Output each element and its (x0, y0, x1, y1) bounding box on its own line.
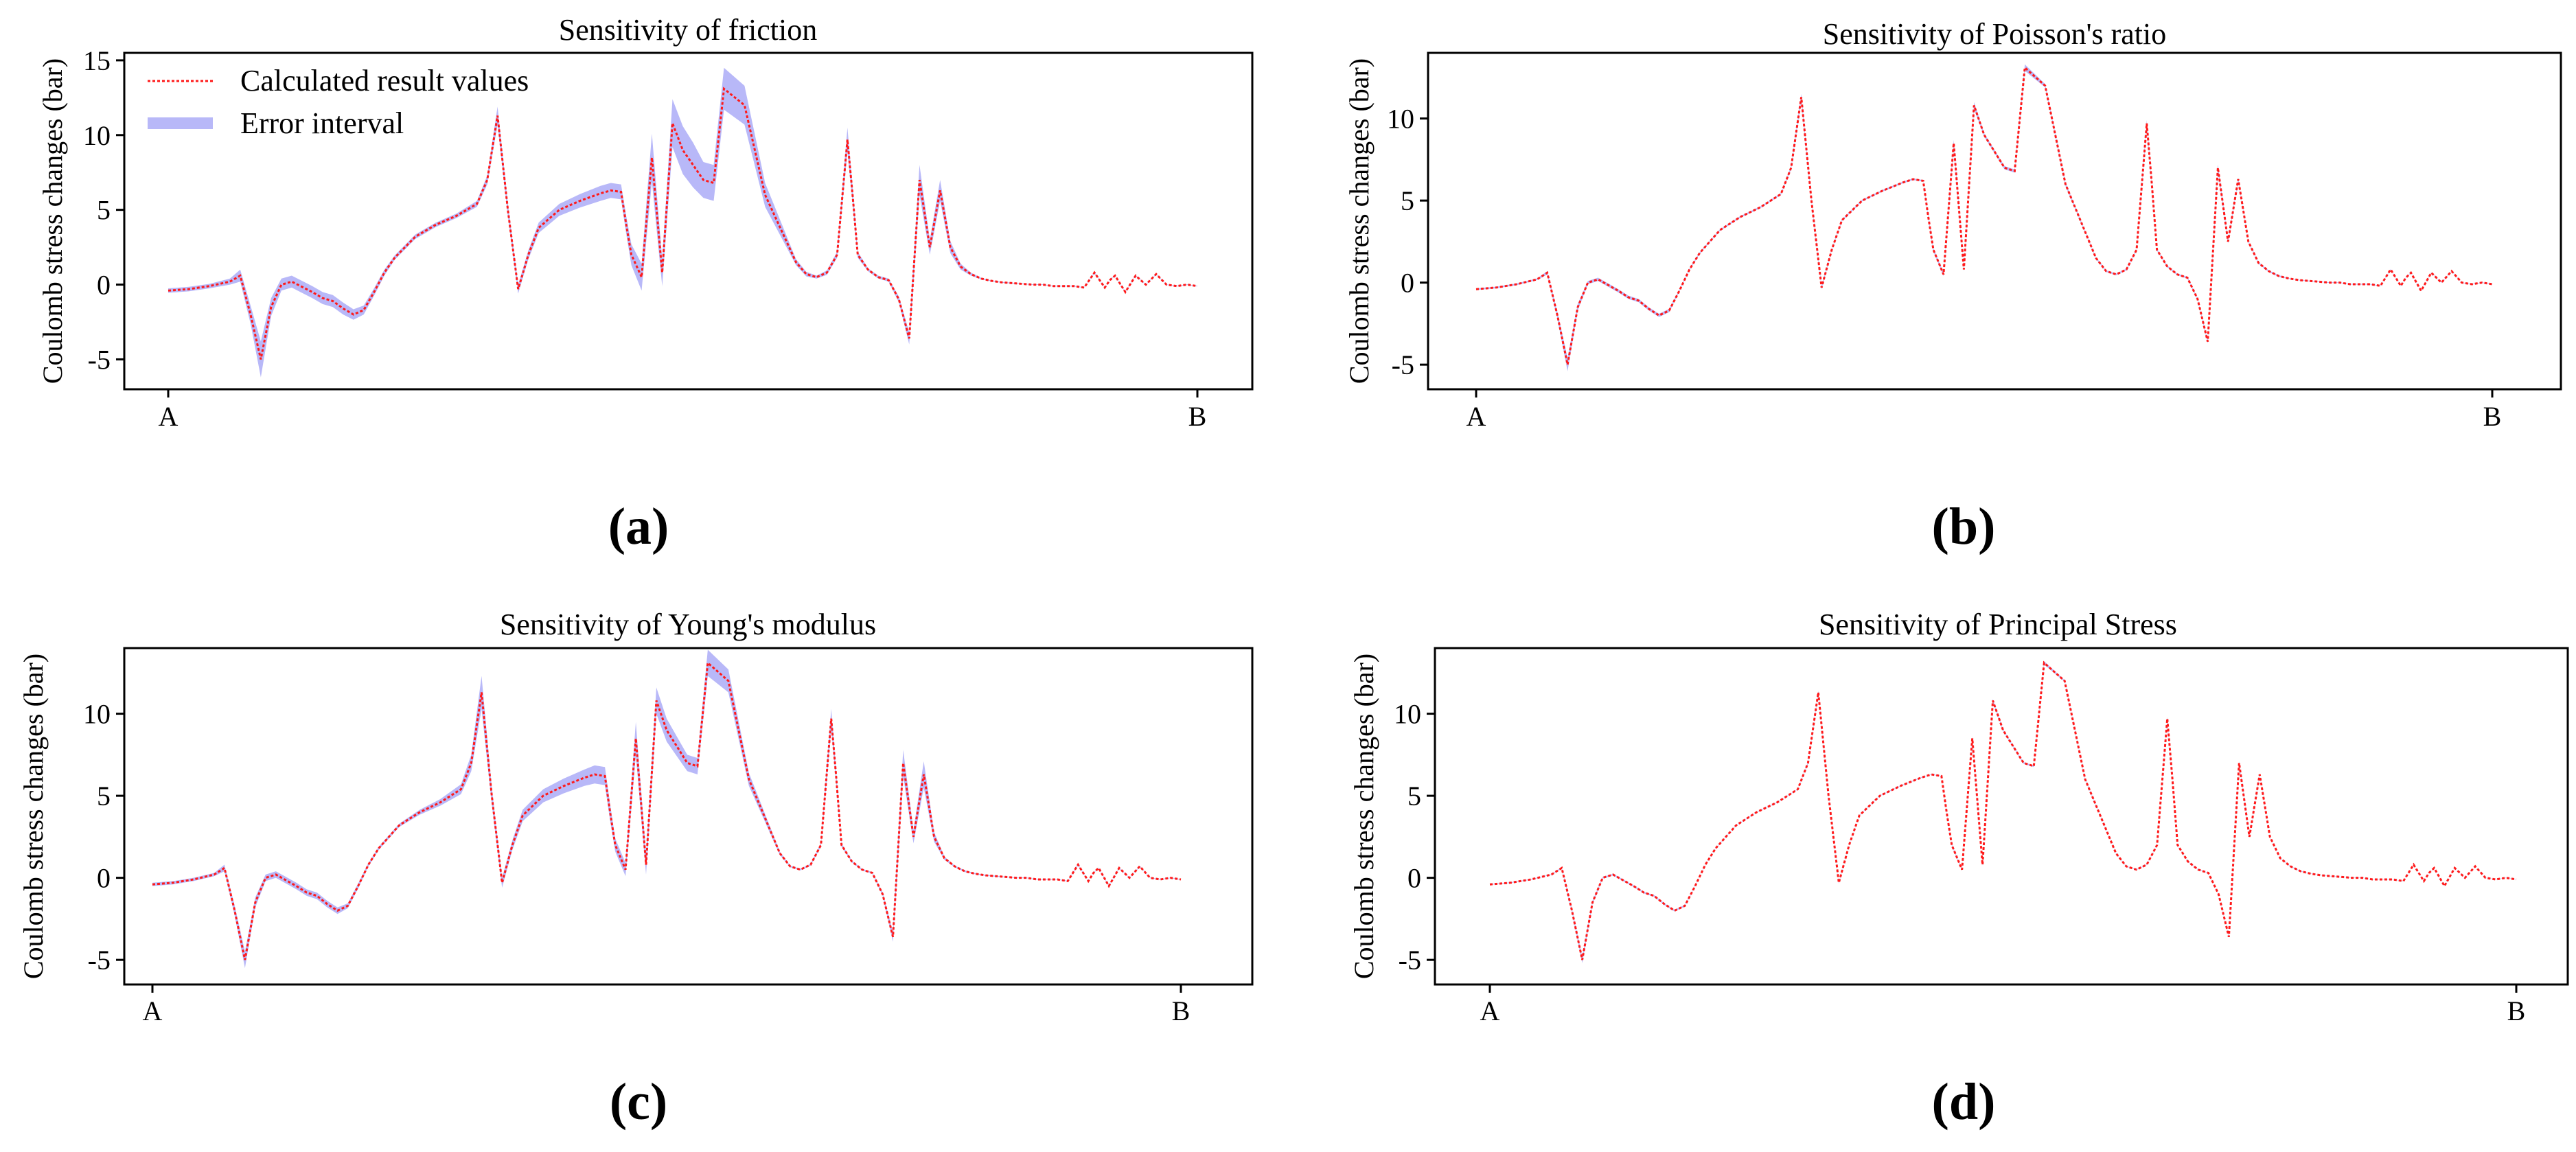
x-tick-label-a-start: A (159, 401, 179, 432)
legend-line-label: Calculated result values (240, 64, 529, 97)
panel-label-d: (d) (1932, 1073, 1996, 1131)
x-tick-label-d-start: A (1480, 995, 1500, 1026)
y-axis-label-b: Coulomb stress changes (bar) (1344, 58, 1375, 384)
x-tick-label-b-start: A (1467, 401, 1486, 432)
y-axis-label-d: Coulomb stress changes (bar) (1348, 654, 1379, 979)
panel-title-d: Sensitivity of Principal Stress (1819, 608, 2177, 641)
error-band-d (1490, 661, 2516, 963)
plot-frame-b (1427, 51, 2562, 391)
y-tick-label: -5 (1399, 945, 1421, 976)
plot-frame-c (123, 647, 1254, 986)
x-ticks-c: A B (143, 984, 1191, 1026)
x-tick-label-a-end: B (1188, 401, 1207, 432)
panel-label-c: (c) (610, 1073, 667, 1131)
error-band-b (1476, 64, 2492, 371)
y-tick-label: 15 (83, 45, 111, 76)
y-tick-label: 0 (1401, 268, 1414, 299)
panel-label-a: (a) (608, 498, 669, 555)
y-tick-label: 5 (97, 195, 111, 226)
legend-band-label: Error interval (240, 106, 404, 140)
panel-title-b: Sensitivity of Poisson's ratio (1823, 17, 2167, 51)
x-tick-label-d-end: B (2507, 995, 2526, 1026)
result-line-d (1489, 660, 2517, 960)
y-tick-label: 10 (1394, 699, 1421, 730)
result-line-a (168, 87, 1198, 360)
x-ticks-d: A B (1480, 984, 2526, 1026)
x-ticks-a: A B (159, 389, 1207, 432)
plot-frame-a (123, 51, 1254, 391)
y-tick-label: -5 (88, 344, 111, 375)
y-axis-label-c: Coulomb stress changes (bar) (18, 654, 49, 979)
panel-label-b: (b) (1932, 498, 1996, 555)
x-tick-label-b-end: B (2483, 401, 2502, 432)
y-ticks-d: -5 0 5 10 (1394, 699, 1435, 976)
y-ticks-a: -5 0 5 10 15 (83, 45, 124, 375)
legend-a: Calculated result values Error interval (148, 64, 529, 140)
y-ticks-c: -5 0 5 10 (83, 699, 124, 976)
y-tick-label: 5 (97, 781, 111, 811)
y-tick-label: 0 (1407, 863, 1421, 894)
y-tick-label: 0 (97, 863, 111, 894)
panel-a: Sensitivity of friction Coulomb stress c… (37, 13, 1254, 555)
result-line-c (152, 660, 1182, 960)
y-tick-label: -5 (1392, 349, 1414, 380)
x-ticks-b: A B (1467, 389, 2502, 432)
panel-b: Sensitivity of Poisson's ratio Coulomb s… (1344, 17, 2562, 555)
error-band-a (168, 67, 1197, 378)
y-tick-label: 5 (1401, 185, 1414, 216)
legend-band-swatch (148, 117, 213, 129)
y-tick-label: 10 (83, 120, 111, 151)
y-axis-label-a: Coulomb stress changes (bar) (37, 58, 68, 384)
y-tick-label: 5 (1407, 781, 1421, 811)
y-tick-label: -5 (88, 945, 111, 976)
panel-c: Sensitivity of Young's modulus Coulomb s… (18, 608, 1254, 1131)
panel-title-a: Sensitivity of friction (559, 13, 817, 47)
error-band-c (152, 649, 1181, 969)
result-line-b (1475, 65, 2493, 365)
x-tick-label-c-end: B (1172, 995, 1191, 1026)
y-tick-label: 10 (1387, 104, 1414, 135)
panel-title-c: Sensitivity of Young's modulus (500, 608, 876, 641)
panel-d: Sensitivity of Principal Stress Coulomb … (1348, 608, 2569, 1131)
x-tick-label-c-start: A (143, 995, 163, 1026)
plot-frame-d (1434, 647, 2569, 986)
y-tick-label: 10 (83, 699, 111, 730)
y-ticks-b: -5 0 5 10 (1387, 104, 1428, 380)
y-tick-label: 0 (97, 270, 111, 301)
